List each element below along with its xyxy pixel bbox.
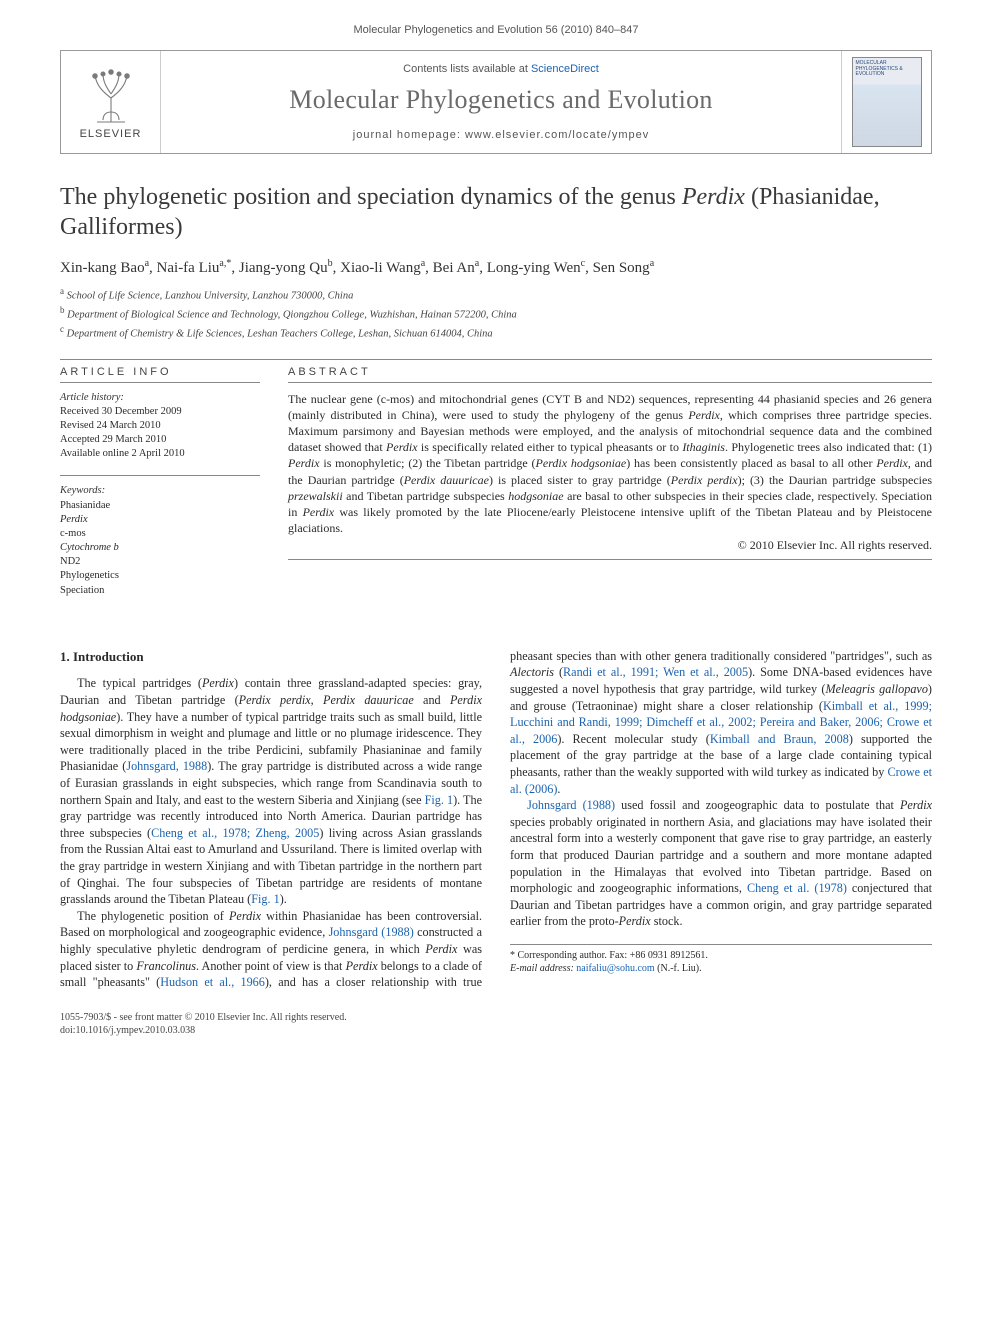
keyword-item: ND2 xyxy=(60,555,260,569)
abstract-column: ABSTRACT The nuclear gene (c-mos) and mi… xyxy=(288,366,932,612)
elsevier-tree-icon xyxy=(81,64,141,124)
publisher-name: ELSEVIER xyxy=(80,128,142,140)
contents-prefix: Contents lists available at xyxy=(403,63,531,75)
author-list: Xin-kang Baoa, Nai-fa Liua,*, Jiang-yong… xyxy=(60,258,932,277)
divider xyxy=(60,359,932,360)
affiliation-b: b Department of Biological Science and T… xyxy=(60,304,932,323)
section-1-para-3: Johnsgard (1988) used fossil and zoogeog… xyxy=(510,797,932,930)
homepage-label: journal homepage: xyxy=(353,129,465,141)
affiliation-c: c Department of Chemistry & Life Science… xyxy=(60,323,932,342)
running-head: Molecular Phylogenetics and Evolution 56… xyxy=(60,24,932,36)
corr-author-line: * Corresponding author. Fax: +86 0931 89… xyxy=(510,949,932,962)
doi-line: doi:10.1016/j.ympev.2010.03.038 xyxy=(60,1024,932,1037)
article-history-block: Article history: Received 30 December 20… xyxy=(60,391,260,462)
journal-banner: ELSEVIER Contents lists available at Sci… xyxy=(60,50,932,154)
keyword-item: Phasianidae xyxy=(60,499,260,513)
journal-cover-thumbnail: MOLECULAR PHYLOGENETICS & EVOLUTION xyxy=(852,57,922,147)
article-history-label: Article history: xyxy=(60,391,260,405)
corr-email-line: E-mail address: naifaliu@sohu.com (N.-f.… xyxy=(510,962,932,975)
email-label: E-mail address: xyxy=(510,963,574,974)
homepage-url: www.elsevier.com/locate/ympev xyxy=(465,129,649,141)
title-pre: The phylogenetic position and speciation… xyxy=(60,184,682,210)
section-1-heading: 1. Introduction xyxy=(60,648,482,666)
cover-thumb-cell: MOLECULAR PHYLOGENETICS & EVOLUTION xyxy=(841,51,931,153)
abstract-copyright: © 2010 Elsevier Inc. All rights reserved… xyxy=(288,538,932,553)
article-info-column: ARTICLE INFO Article history: Received 3… xyxy=(60,366,260,612)
corr-email-link[interactable]: naifaliu@sohu.com xyxy=(576,963,654,974)
accepted-date: Accepted 29 March 2010 xyxy=(60,433,260,447)
online-date: Available online 2 April 2010 xyxy=(60,447,260,461)
abstract-text: The nuclear gene (c-mos) and mitochondri… xyxy=(288,391,932,537)
title-genus: Perdix xyxy=(682,184,745,210)
article-title: The phylogenetic position and speciation… xyxy=(60,182,932,242)
journal-name: Molecular Phylogenetics and Evolution xyxy=(289,85,712,115)
body-two-column: 1. Introduction The typical partridges (… xyxy=(60,648,932,991)
front-matter-line: 1055-7903/$ - see front matter © 2010 El… xyxy=(60,1011,932,1024)
page-footer: 1055-7903/$ - see front matter © 2010 El… xyxy=(60,1011,932,1037)
corresponding-author-footnote: * Corresponding author. Fax: +86 0931 89… xyxy=(510,944,932,975)
keywords-list: PhasianidaePerdixc-mosCytochrome bND2Phy… xyxy=(60,499,260,598)
keywords-label: Keywords: xyxy=(60,484,260,498)
cover-thumb-label: MOLECULAR PHYLOGENETICS & EVOLUTION xyxy=(856,61,921,78)
article-info-heading: ARTICLE INFO xyxy=(60,366,260,378)
keyword-item: Speciation xyxy=(60,584,260,598)
abstract-heading: ABSTRACT xyxy=(288,366,932,378)
received-date: Received 30 December 2009 xyxy=(60,405,260,419)
keyword-item: Cytochrome b xyxy=(60,541,260,555)
affiliations: a School of Life Science, Lanzhou Univer… xyxy=(60,285,932,343)
banner-center: Contents lists available at ScienceDirec… xyxy=(161,51,841,153)
sciencedirect-link[interactable]: ScienceDirect xyxy=(531,63,599,75)
affiliation-a: a School of Life Science, Lanzhou Univer… xyxy=(60,285,932,304)
section-1-para-1: The typical partridges (Perdix) contain … xyxy=(60,675,482,907)
keyword-item: Perdix xyxy=(60,513,260,527)
publisher-logo-cell: ELSEVIER xyxy=(61,51,161,153)
contents-lists-line: Contents lists available at ScienceDirec… xyxy=(403,63,599,75)
keywords-block: Keywords: PhasianidaePerdixc-mosCytochro… xyxy=(60,484,260,597)
keyword-item: c-mos xyxy=(60,527,260,541)
email-suffix: (N.-f. Liu). xyxy=(655,963,702,974)
keyword-item: Phylogenetics xyxy=(60,569,260,583)
revised-date: Revised 24 March 2010 xyxy=(60,419,260,433)
journal-homepage-line: journal homepage: www.elsevier.com/locat… xyxy=(353,129,649,141)
